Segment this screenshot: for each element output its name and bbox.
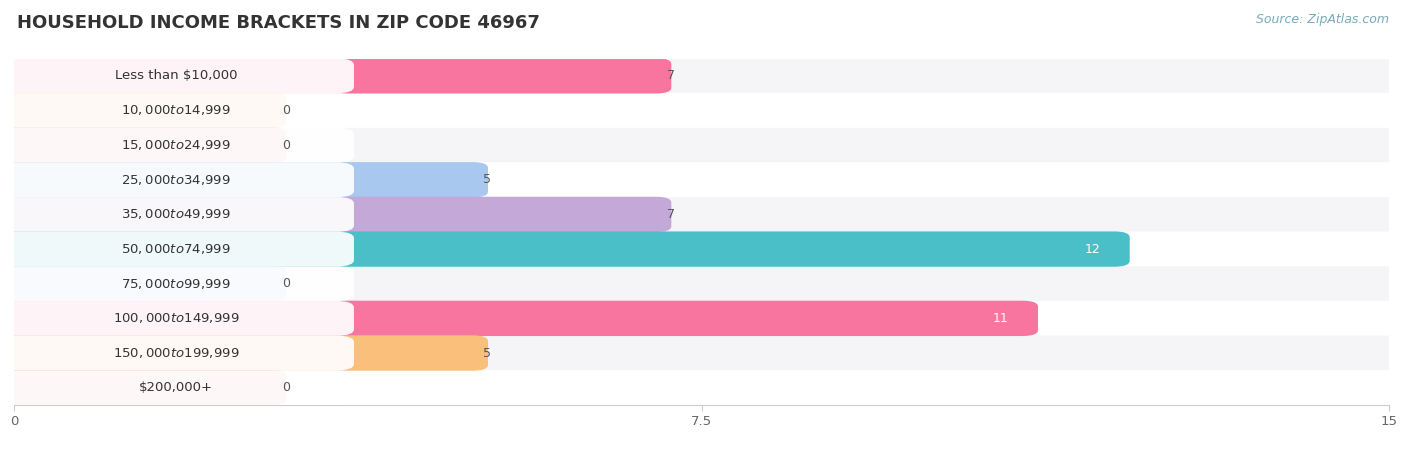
Text: 0: 0 <box>281 139 290 152</box>
FancyBboxPatch shape <box>0 370 354 405</box>
Text: 12: 12 <box>1084 243 1101 256</box>
FancyBboxPatch shape <box>0 232 354 266</box>
FancyBboxPatch shape <box>14 162 1389 197</box>
Text: $200,000+: $200,000+ <box>139 381 214 394</box>
FancyBboxPatch shape <box>0 197 354 232</box>
Text: $75,000 to $99,999: $75,000 to $99,999 <box>121 277 231 291</box>
Text: 7: 7 <box>666 208 675 221</box>
FancyBboxPatch shape <box>0 197 671 232</box>
FancyBboxPatch shape <box>0 162 354 197</box>
Text: $50,000 to $74,999: $50,000 to $74,999 <box>121 242 231 256</box>
FancyBboxPatch shape <box>14 93 1389 128</box>
FancyBboxPatch shape <box>0 93 287 128</box>
Text: $10,000 to $14,999: $10,000 to $14,999 <box>121 104 231 117</box>
FancyBboxPatch shape <box>14 58 1389 93</box>
Text: Source: ZipAtlas.com: Source: ZipAtlas.com <box>1256 14 1389 27</box>
FancyBboxPatch shape <box>14 336 1389 370</box>
FancyBboxPatch shape <box>0 336 354 370</box>
Text: 0: 0 <box>281 277 290 290</box>
FancyBboxPatch shape <box>0 301 1038 336</box>
Text: $150,000 to $199,999: $150,000 to $199,999 <box>112 346 239 360</box>
Text: 0: 0 <box>281 381 290 394</box>
Text: 7: 7 <box>666 69 675 82</box>
Text: $35,000 to $49,999: $35,000 to $49,999 <box>121 207 231 221</box>
FancyBboxPatch shape <box>0 93 354 128</box>
FancyBboxPatch shape <box>0 266 287 302</box>
Text: Less than $10,000: Less than $10,000 <box>115 69 238 82</box>
Text: 0: 0 <box>281 104 290 117</box>
FancyBboxPatch shape <box>0 370 287 405</box>
Text: $15,000 to $24,999: $15,000 to $24,999 <box>121 138 231 152</box>
Text: 11: 11 <box>993 312 1008 325</box>
FancyBboxPatch shape <box>14 370 1389 405</box>
Text: 5: 5 <box>484 173 492 186</box>
FancyBboxPatch shape <box>14 266 1389 301</box>
FancyBboxPatch shape <box>0 127 287 163</box>
FancyBboxPatch shape <box>0 58 671 94</box>
FancyBboxPatch shape <box>14 128 1389 162</box>
FancyBboxPatch shape <box>0 58 354 93</box>
FancyBboxPatch shape <box>0 335 488 371</box>
Text: $25,000 to $34,999: $25,000 to $34,999 <box>121 173 231 187</box>
FancyBboxPatch shape <box>0 128 354 162</box>
FancyBboxPatch shape <box>0 162 488 198</box>
Text: 5: 5 <box>484 346 492 360</box>
FancyBboxPatch shape <box>0 301 354 336</box>
Text: HOUSEHOLD INCOME BRACKETS IN ZIP CODE 46967: HOUSEHOLD INCOME BRACKETS IN ZIP CODE 46… <box>17 14 540 32</box>
FancyBboxPatch shape <box>14 197 1389 232</box>
Text: $100,000 to $149,999: $100,000 to $149,999 <box>112 311 239 325</box>
FancyBboxPatch shape <box>0 231 1129 267</box>
FancyBboxPatch shape <box>0 266 354 301</box>
FancyBboxPatch shape <box>14 301 1389 336</box>
FancyBboxPatch shape <box>14 232 1389 266</box>
